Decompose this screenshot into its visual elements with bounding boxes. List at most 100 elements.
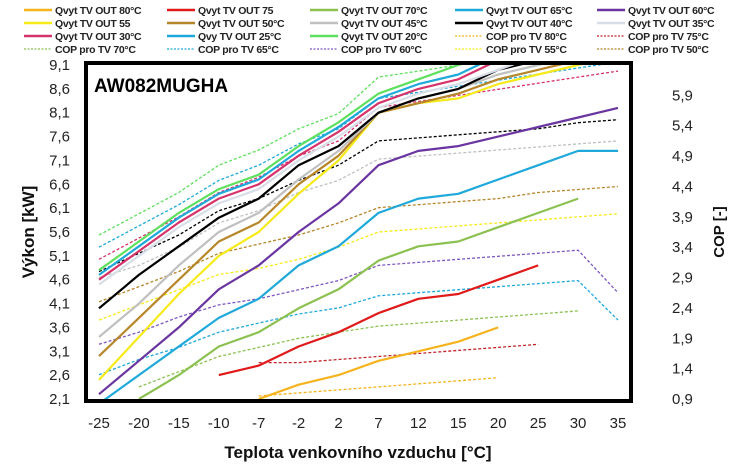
legend-label: COP pro TV 65°C bbox=[198, 44, 279, 56]
legend-item: COP pro TV 75°C bbox=[597, 31, 710, 43]
series-line-cop-pro-tv-65-c bbox=[98, 279, 619, 376]
legend-item: COP pro TV 60°C bbox=[310, 44, 423, 56]
series-line-qvyt-tv-out-20-c bbox=[98, 65, 462, 272]
y-tick-label: 8,6 bbox=[49, 81, 70, 98]
series-line-cop-pro-tv-20-c bbox=[98, 65, 463, 236]
legend-label: Qvyt TV OUT 45°C bbox=[341, 18, 428, 30]
y-tick-label: 3,1 bbox=[49, 343, 70, 360]
x-tick-label: -20 bbox=[128, 415, 150, 432]
y2-tick-label: 5,9 bbox=[672, 87, 693, 104]
y2-axis-ticks: 0,9 1,4 1,9 2,4 2,9 3,4 3,9 4,4 4,9 5,4 5,9 bbox=[672, 87, 693, 408]
legend-label: Qvy TV OUT 25°C bbox=[198, 31, 282, 43]
x-tick-label: -7 bbox=[252, 415, 265, 432]
legend-item: Qvyt TV OUT 40°C bbox=[455, 18, 573, 30]
y2-tick-label: 4,4 bbox=[672, 178, 693, 195]
legend-item: Qvyt TV OUT 30°C bbox=[24, 31, 142, 43]
y-tick-label: 7,1 bbox=[49, 152, 70, 169]
y-tick-label: 9,1 bbox=[49, 57, 70, 74]
series-line-qvyt-tv-out-35-c bbox=[98, 65, 515, 286]
legend-label: Qvyt TV OUT 75 bbox=[198, 5, 274, 17]
legend-label: COP pro TV 55°C bbox=[486, 44, 567, 56]
series-line-qvyt-tv-out-60-c bbox=[98, 106, 619, 396]
legend-item: COP pro TV 65°C bbox=[167, 44, 280, 56]
series-line-qvy-tv-out-25-c bbox=[98, 65, 481, 276]
x-tick-label: 30 bbox=[570, 415, 587, 432]
legend-label: COP pro TV 80°C bbox=[486, 31, 567, 43]
y2-axis-title: COP [-] bbox=[711, 206, 728, 257]
y-axis-title: Výkon [kW] bbox=[19, 186, 38, 279]
legend-label: COP pro TV 60°C bbox=[341, 44, 422, 56]
y2-tick-label: 1,4 bbox=[672, 361, 693, 378]
y-tick-label: 3,6 bbox=[49, 319, 70, 336]
y-tick-label: 6,1 bbox=[49, 200, 70, 217]
y2-tick-label: 5,4 bbox=[672, 118, 693, 135]
legend-label: Qvyt TV OUT 20°C bbox=[341, 31, 428, 43]
plot-lines bbox=[98, 65, 619, 399]
legend-label: COP pro TV 75°C bbox=[628, 31, 709, 43]
legend-item: Qvyt TV OUT 70°C bbox=[310, 5, 428, 17]
legend-item: Qvyt TV OUT 60°C bbox=[597, 5, 715, 17]
x-tick-label: 35 bbox=[610, 415, 627, 432]
series-line-qvyt-tv-out-80-c bbox=[258, 326, 499, 399]
legend: Qvyt TV OUT 80°C Qvyt TV OUT 75 Qvyt TV OU… bbox=[24, 5, 715, 56]
legend-item: Qvyt TV OUT 75 bbox=[167, 5, 274, 17]
y-axis-ticks: 2,1 2,6 3,1 3,6 4,1 4,6 5,1 5,6 6,1 6,6 7,1 7,6 8,1 8… bbox=[49, 57, 70, 408]
y-tick-label: 6,6 bbox=[49, 176, 70, 193]
y-tick-label: 2,6 bbox=[49, 367, 70, 384]
series-line-qvyt-tv-out-45-c bbox=[98, 65, 543, 338]
y-tick-label: 4,6 bbox=[49, 272, 70, 289]
series-line-cop-pro-tv-40-c bbox=[98, 119, 619, 273]
legend-item: COP pro TV 55°C bbox=[455, 44, 568, 56]
series-line-qvyt-tv-out-30-c bbox=[98, 65, 491, 281]
legend-item: Qvyt TV OUT 50°C bbox=[167, 18, 285, 30]
y2-tick-label: 2,9 bbox=[672, 270, 693, 287]
y2-tick-label: 4,9 bbox=[672, 148, 693, 165]
y-tick-label: 2,1 bbox=[49, 391, 70, 408]
series-line-cop-pro-tv-70-c bbox=[138, 310, 579, 388]
y2-tick-label: 3,9 bbox=[672, 209, 693, 226]
series-line-cop-pro-tv-75-c bbox=[258, 343, 539, 364]
legend-label: Qvyt TV OUT 55 bbox=[55, 18, 131, 30]
series-line-cop-pro-tv-60-c bbox=[98, 249, 619, 345]
series-line-cop-pro-tv-80-c bbox=[258, 377, 499, 397]
legend-label: Qvyt TV OUT 40°C bbox=[486, 18, 573, 30]
chart-title: AW082MUGHA bbox=[94, 76, 228, 97]
series-line-cop-pro-tv-50-c bbox=[98, 185, 619, 303]
x-tick-label: 20 bbox=[490, 415, 507, 432]
legend-item: Qvyt TV OUT 80°C bbox=[24, 5, 142, 17]
legend-item: COP pro TV 70°C bbox=[24, 44, 137, 56]
y2-tick-label: 2,4 bbox=[672, 300, 693, 317]
series-line-qvyt-tv-out-65-c bbox=[103, 149, 618, 399]
legend-label: Qvyt TV OUT 50°C bbox=[198, 18, 285, 30]
series-line-qvyt-tv-out-70-c bbox=[138, 197, 579, 399]
x-tick-label: 7 bbox=[374, 415, 382, 432]
y-tick-label: 7,6 bbox=[49, 129, 70, 146]
series-line-qvyt-tv-out-50-c bbox=[98, 65, 563, 357]
legend-item: COP pro TV 80°C bbox=[455, 31, 568, 43]
series-line-cop-pro-tv-45-c bbox=[98, 140, 619, 279]
y2-tick-label: 3,4 bbox=[672, 239, 693, 256]
legend-item: COP pro TV 50°C bbox=[597, 44, 710, 56]
y2-tick-label: 0,9 bbox=[672, 391, 693, 408]
y-tick-label: 4,1 bbox=[49, 296, 70, 313]
legend-label: Qvyt TV OUT 35°C bbox=[628, 18, 715, 30]
legend-item: Qvyt TV OUT 45°C bbox=[310, 18, 428, 30]
legend-item: Qvy TV OUT 25°C bbox=[167, 31, 282, 43]
series-line-qvyt-tv-out-40-c bbox=[98, 65, 523, 310]
legend-item: Qvyt TV OUT 20°C bbox=[310, 31, 428, 43]
x-axis-title: Teplota venkovního vzduchu [°C] bbox=[224, 443, 491, 462]
legend-label: COP pro TV 50°C bbox=[628, 44, 709, 56]
y-tick-label: 5,6 bbox=[49, 224, 70, 241]
legend-label: Qvyt TV OUT 65°C bbox=[486, 5, 573, 17]
y2-tick-label: 1,9 bbox=[672, 330, 693, 347]
x-tick-label: 2 bbox=[334, 415, 342, 432]
legend-item: Qvyt TV OUT 55 bbox=[24, 18, 131, 30]
x-tick-label: -2 bbox=[292, 415, 305, 432]
x-tick-label: 15 bbox=[450, 415, 467, 432]
plot-frame bbox=[84, 61, 633, 403]
x-tick-label: -10 bbox=[208, 415, 230, 432]
x-axis-ticks: -25 -20 -15 -10 -7 -2 2 7 12 15 20 25 30 35 bbox=[88, 415, 626, 432]
legend-label: COP pro TV 70°C bbox=[55, 44, 136, 56]
x-tick-label: 25 bbox=[530, 415, 547, 432]
